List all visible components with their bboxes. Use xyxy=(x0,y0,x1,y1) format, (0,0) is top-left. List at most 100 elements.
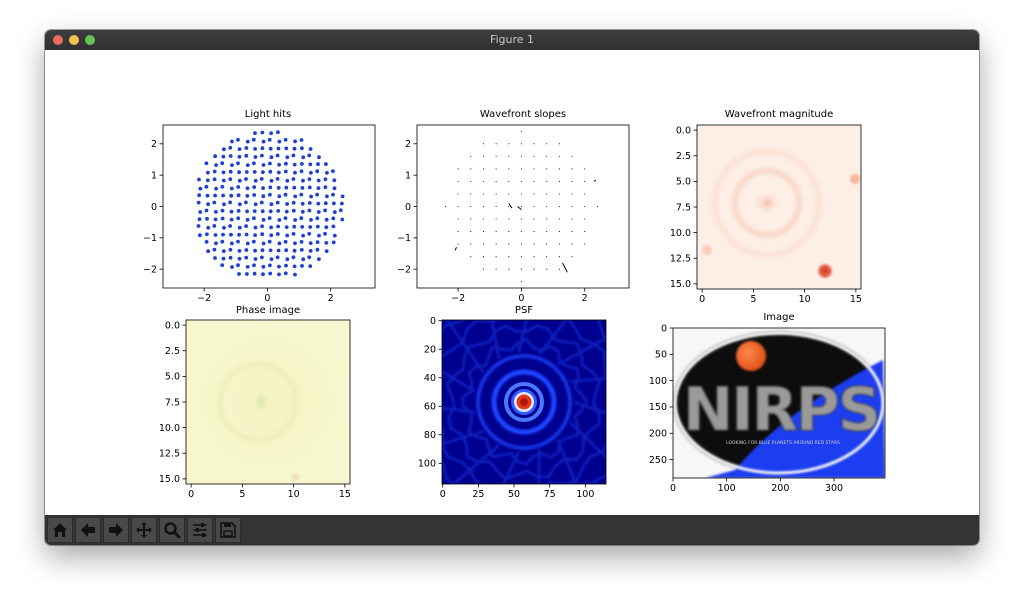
phase-image-title: Phase image xyxy=(236,305,300,316)
slope-vector xyxy=(584,205,586,208)
slope-vector xyxy=(520,218,522,220)
slope-vector xyxy=(482,155,484,157)
data-point xyxy=(292,162,297,167)
minimize-window-button[interactable] xyxy=(69,35,79,45)
y-tick-label: −2 xyxy=(397,264,411,275)
data-point xyxy=(293,272,297,277)
data-point xyxy=(198,233,202,238)
slope-vector xyxy=(454,247,457,251)
slope-vector xyxy=(508,168,510,170)
x-tick-label: 50 xyxy=(508,489,520,500)
home-button[interactable] xyxy=(47,517,73,543)
data-point xyxy=(252,216,256,221)
slope-vector xyxy=(495,143,497,145)
light-hits-axes xyxy=(162,124,376,289)
maximize-window-button[interactable] xyxy=(85,35,95,45)
data-point xyxy=(324,162,328,166)
speckle-ring xyxy=(445,323,602,481)
data-point xyxy=(228,247,233,252)
data-point xyxy=(252,209,257,214)
data-point xyxy=(244,177,248,181)
data-point xyxy=(244,170,249,174)
y-tick-label: −1 xyxy=(397,233,411,244)
data-point xyxy=(212,247,217,252)
data-point xyxy=(268,146,273,151)
data-point xyxy=(251,239,256,244)
slope-vector xyxy=(508,218,510,220)
data-point xyxy=(316,178,321,183)
speckle-spoke xyxy=(501,451,521,484)
data-point xyxy=(292,224,297,229)
close-window-button[interactable] xyxy=(53,35,63,45)
x-tick-label: −2 xyxy=(451,293,465,304)
data-point xyxy=(301,155,306,160)
data-point xyxy=(284,161,288,166)
data-point xyxy=(252,170,257,174)
slope-vector xyxy=(482,243,484,245)
data-point xyxy=(323,201,328,206)
data-point xyxy=(292,264,297,269)
save-button[interactable] xyxy=(215,517,241,543)
data-point xyxy=(237,170,242,175)
slope-vector xyxy=(470,205,472,208)
x-tick-label: 0 xyxy=(670,483,676,494)
data-point xyxy=(253,147,257,151)
speckle-spoke xyxy=(556,336,606,367)
data-point xyxy=(229,186,234,191)
data-point xyxy=(260,224,264,229)
data-point xyxy=(244,255,249,260)
slope-vector xyxy=(482,231,484,233)
slope-vector xyxy=(508,143,510,145)
data-point xyxy=(245,209,250,214)
data-point xyxy=(292,185,297,190)
data-point xyxy=(308,264,313,268)
slope-vector xyxy=(558,155,560,157)
slope-vector xyxy=(520,193,522,195)
data-point xyxy=(260,232,265,237)
figure-canvas[interactable]: Light hits −2 0 2 2 1 0 −1 −2 Wavefront slopes … xyxy=(45,50,979,515)
speckle-spoke xyxy=(569,377,606,384)
data-point xyxy=(276,209,281,213)
data-point xyxy=(284,263,288,268)
home-icon xyxy=(53,523,67,537)
data-point xyxy=(206,249,211,254)
title-bar[interactable]: Figure 1 xyxy=(45,30,979,51)
pan-button[interactable] xyxy=(131,517,157,543)
data-point xyxy=(277,139,282,144)
data-point xyxy=(214,186,219,191)
data-point xyxy=(244,248,249,252)
x-tick-label: 25 xyxy=(472,489,484,500)
y-tick-label: 12.5 xyxy=(159,449,180,460)
speckle-spoke xyxy=(537,449,541,484)
data-point xyxy=(316,162,320,166)
y-tick-label: 10.0 xyxy=(670,228,691,239)
slope-vector xyxy=(470,180,472,182)
configure-subplots-button[interactable] xyxy=(187,517,213,543)
data-point xyxy=(205,178,210,183)
slope-vector xyxy=(470,155,472,157)
data-point xyxy=(260,255,264,260)
data-point xyxy=(300,146,304,151)
slope-vector xyxy=(546,256,548,258)
slope-vector xyxy=(495,180,497,182)
data-point xyxy=(291,200,296,205)
data-point xyxy=(299,216,304,221)
y-tick-label: 80 xyxy=(424,430,436,441)
data-point xyxy=(260,153,264,158)
data-point xyxy=(269,202,274,207)
window-title: Figure 1 xyxy=(489,33,535,46)
data-point xyxy=(284,185,289,190)
slope-vector xyxy=(562,262,568,273)
forward-button[interactable] xyxy=(103,517,129,543)
data-point xyxy=(323,231,327,236)
y-tick-label: 0 xyxy=(661,323,667,334)
data-point xyxy=(229,209,234,214)
data-point xyxy=(331,240,336,245)
y-tick-label: 1 xyxy=(151,170,157,181)
zoom-button[interactable] xyxy=(159,517,185,543)
back-button[interactable] xyxy=(75,517,101,543)
navigation-toolbar xyxy=(45,515,979,545)
x-tick-label: 10 xyxy=(799,294,811,305)
nirps-logo-text: NIRPS xyxy=(683,375,879,445)
data-point xyxy=(307,201,312,205)
